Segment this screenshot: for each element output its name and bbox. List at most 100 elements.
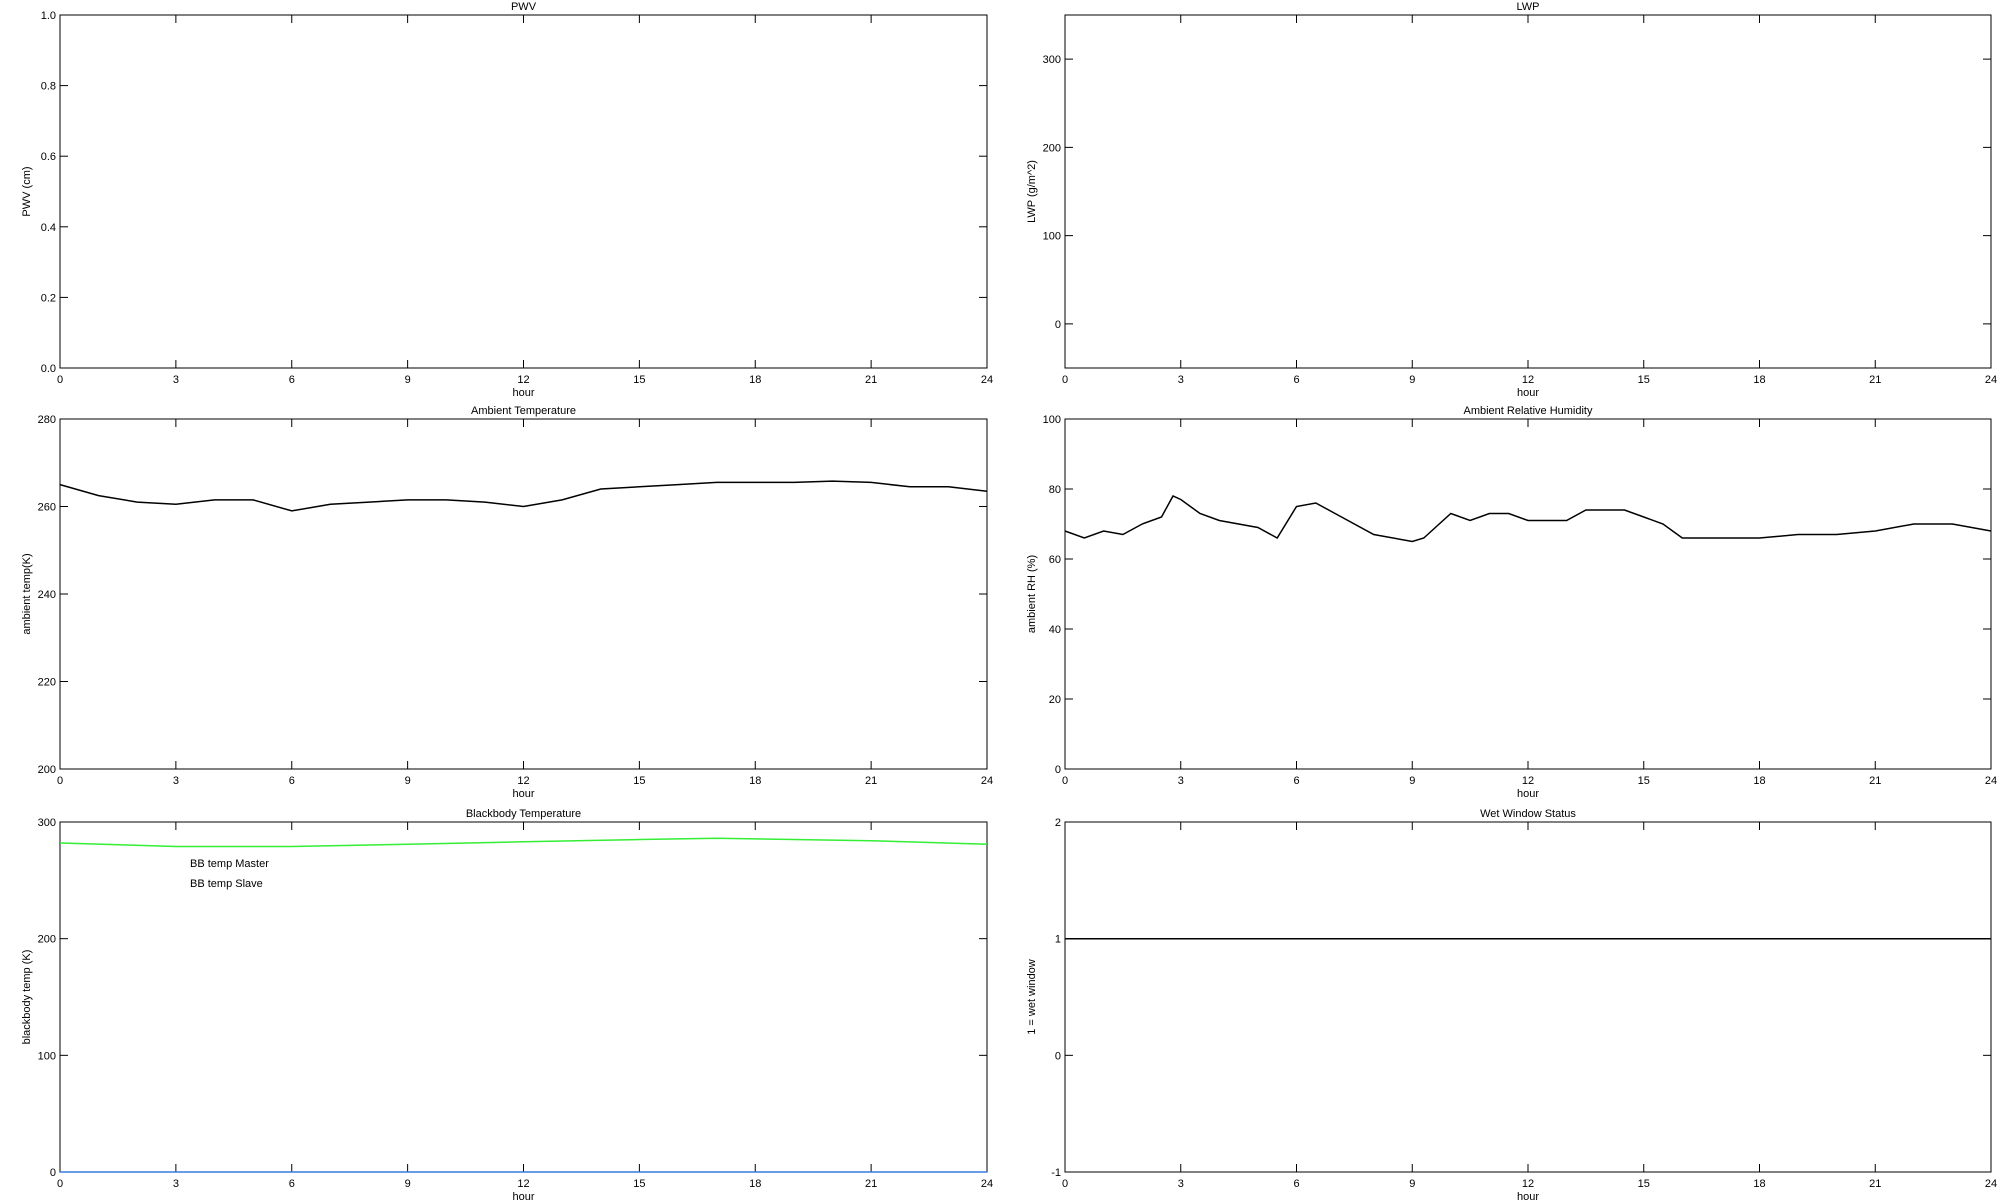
y-axis-label: 1 = wet window [1026,959,1038,1035]
x-tick-label: 18 [749,775,761,787]
x-tick-label: 12 [1522,1178,1534,1190]
x-tick-label: 3 [1178,1178,1184,1190]
x-tick-label: 21 [1869,1178,1881,1190]
y-tick-label: 200 [38,764,56,776]
x-tick-label: 21 [865,374,877,386]
x-tick-label: 3 [1178,374,1184,386]
x-tick-label: 0 [57,775,63,787]
plot-frame [1064,14,1992,369]
y-tick-label: 1.0 [41,10,56,22]
x-tick-label: 12 [517,775,529,787]
x-tick-label: 21 [1869,775,1881,787]
y-tick-label: 0 [50,1167,56,1179]
x-tick-label: 6 [1293,374,1299,386]
y-tick-label: 0.2 [41,292,56,304]
x-tick-label: 15 [633,374,645,386]
x-tick-label: 18 [1753,775,1765,787]
y-tick-label: 100 [38,1050,56,1062]
x-tick-label: 3 [173,1178,179,1190]
x-tick-label: 12 [1522,374,1534,386]
y-tick-label: 20 [1049,694,1061,706]
y-tick-label: 200 [38,934,56,946]
x-tick-label: 18 [749,374,761,386]
x-tick-label: 24 [981,1178,993,1190]
y-tick-label: 60 [1049,554,1061,566]
x-tick-label: 3 [1178,775,1184,787]
chart-title: PWV [511,1,537,13]
x-tick-label: 18 [749,1178,761,1190]
data-line [1064,495,1992,543]
plot-frame [1064,821,1992,1173]
x-tick-label: 24 [981,374,993,386]
x-tick-label: 15 [1638,374,1650,386]
x-axis-label: hour [512,387,534,399]
x-tick-label: 0 [1062,775,1068,787]
y-tick-label: 1 [1055,934,1061,946]
x-tick-label: 15 [1638,775,1650,787]
legend-entry: BB temp Master [190,858,269,870]
chart-title: Ambient Temperature [471,405,576,417]
y-tick-label: 300 [1043,54,1061,66]
y-axis-label: ambient RH (%) [1026,555,1038,633]
x-tick-label: 6 [289,775,295,787]
x-axis-label: hour [512,788,534,800]
x-tick-label: 12 [517,374,529,386]
x-tick-label: 12 [1522,775,1534,787]
x-tick-label: 6 [289,374,295,386]
chart-title: Blackbody Temperature [466,808,581,820]
x-axis-label: hour [1517,788,1539,800]
y-tick-label: 0.0 [41,363,56,375]
y-tick-label: -1 [1051,1167,1061,1179]
x-tick-label: 9 [1409,1178,1415,1190]
chart-title: Wet Window Status [1480,808,1576,820]
y-tick-label: 0.8 [41,81,56,93]
x-tick-label: 6 [289,1178,295,1190]
y-tick-label: 100 [1043,231,1061,243]
y-tick-label: 240 [38,589,56,601]
x-tick-label: 21 [1869,374,1881,386]
data-line [59,837,988,848]
x-tick-label: 9 [1409,775,1415,787]
legend-entry: BB temp Slave [190,878,263,890]
plot-frame [59,14,988,369]
x-tick-label: 21 [865,1178,877,1190]
x-axis-label: hour [1517,1191,1539,1200]
y-tick-label: 0 [1055,319,1061,331]
y-axis-label: PWV (cm) [21,166,33,216]
x-tick-label: 21 [865,775,877,787]
x-tick-label: 24 [981,775,993,787]
x-tick-label: 0 [57,374,63,386]
y-tick-label: 2 [1055,817,1061,829]
x-tick-label: 3 [173,775,179,787]
y-tick-label: 0 [1055,764,1061,776]
y-axis-label: LWP (g/m^2) [1026,160,1038,223]
x-tick-label: 24 [1985,1178,1997,1190]
y-tick-label: 260 [38,502,56,514]
x-tick-label: 9 [1409,374,1415,386]
plot-frame [59,418,988,770]
chart-title: Ambient Relative Humidity [1464,405,1593,417]
x-tick-label: 24 [1985,775,1997,787]
x-tick-label: 15 [1638,1178,1650,1190]
x-tick-label: 9 [405,374,411,386]
x-tick-label: 12 [517,1178,529,1190]
y-tick-label: 0.6 [41,151,56,163]
y-axis-label: blackbody temp (K) [21,950,33,1045]
x-tick-label: 6 [1293,1178,1299,1190]
x-tick-label: 0 [57,1178,63,1190]
plot-frame [59,821,988,1173]
x-tick-label: 0 [1062,374,1068,386]
y-tick-label: 200 [1043,142,1061,154]
x-tick-label: 9 [405,1178,411,1190]
x-tick-label: 0 [1062,1178,1068,1190]
x-tick-label: 18 [1753,1178,1765,1190]
x-tick-label: 15 [633,1178,645,1190]
y-tick-label: 100 [1043,414,1061,426]
x-tick-label: 6 [1293,775,1299,787]
x-tick-label: 3 [173,374,179,386]
x-tick-label: 18 [1753,374,1765,386]
y-tick-label: 40 [1049,624,1061,636]
x-tick-label: 24 [1985,374,1997,386]
y-tick-label: 80 [1049,484,1061,496]
